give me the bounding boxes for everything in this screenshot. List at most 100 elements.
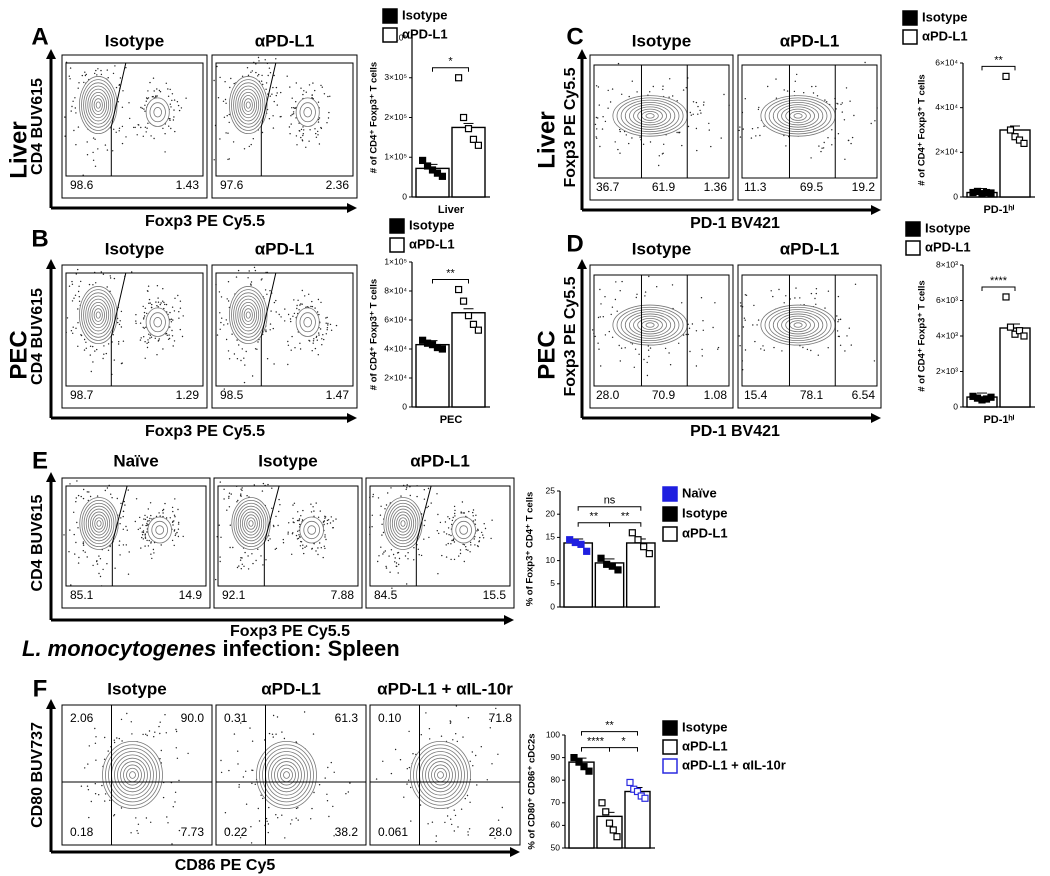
event-dot	[308, 340, 309, 341]
event-dot	[475, 519, 476, 520]
event-dot	[460, 553, 461, 554]
event-dot	[290, 318, 291, 319]
event-dot	[482, 534, 483, 535]
plot-title: Isotype	[258, 451, 318, 470]
event-dot	[297, 511, 298, 512]
data-point	[598, 555, 604, 561]
event-dot	[269, 290, 270, 291]
event-dot	[167, 335, 168, 336]
data-point	[470, 321, 476, 327]
event-dot	[708, 123, 709, 124]
event-dot	[383, 532, 384, 533]
event-dot	[410, 495, 411, 496]
event-dot	[450, 819, 451, 820]
event-dot	[111, 497, 112, 498]
data-point	[615, 567, 621, 573]
event-dot	[745, 349, 746, 350]
event-dot	[128, 574, 129, 575]
gate-frequency: 2.36	[326, 178, 350, 192]
event-dot	[397, 552, 398, 553]
event-dot	[220, 537, 221, 538]
event-dot	[151, 337, 152, 338]
event-dot	[177, 758, 178, 759]
event-dot	[312, 506, 313, 507]
event-dot	[260, 795, 261, 796]
event-dot	[296, 808, 297, 809]
event-dot	[612, 337, 613, 338]
event-dot	[848, 140, 849, 141]
gate-frequency: 11.3	[744, 180, 767, 194]
event-dot	[380, 547, 381, 548]
event-dot	[478, 546, 479, 547]
event-dot	[164, 133, 165, 134]
event-dot	[245, 771, 246, 772]
event-dot	[178, 522, 179, 523]
event-dot	[96, 561, 97, 562]
event-dot	[644, 295, 645, 296]
event-dot	[291, 819, 292, 820]
event-dot	[120, 77, 121, 78]
event-dot	[605, 121, 606, 122]
event-dot	[177, 101, 178, 102]
event-dot	[149, 730, 150, 731]
event-dot	[118, 343, 119, 344]
event-dot	[174, 515, 175, 516]
event-dot	[289, 126, 290, 127]
event-dot	[147, 90, 148, 91]
event-dot	[94, 350, 95, 351]
event-dot	[268, 823, 269, 824]
event-dot	[143, 532, 144, 533]
event-dot	[164, 304, 165, 305]
event-dot	[147, 339, 148, 340]
event-dot	[772, 296, 773, 297]
y-tick-label: 60	[551, 820, 561, 830]
event-dot	[289, 133, 290, 134]
gate-frequency: 1.29	[176, 388, 200, 402]
event-dot	[144, 105, 145, 106]
significance-label: ****	[990, 275, 1008, 287]
event-dot	[219, 77, 220, 78]
event-dot	[148, 334, 149, 335]
event-dot	[650, 347, 651, 348]
event-dot	[319, 117, 320, 118]
event-dot	[174, 298, 175, 299]
event-dot	[213, 80, 214, 81]
event-dot	[320, 328, 321, 329]
event-dot	[171, 319, 172, 320]
legend-swatch	[663, 507, 677, 521]
event-dot	[178, 780, 179, 781]
event-dot	[756, 324, 757, 325]
event-dot	[279, 314, 280, 315]
event-dot	[92, 152, 93, 153]
event-dot	[688, 334, 689, 335]
event-dot	[160, 91, 161, 92]
event-dot	[326, 323, 327, 324]
event-dot	[150, 515, 151, 516]
event-dot	[773, 347, 774, 348]
event-dot	[647, 375, 648, 376]
event-dot	[678, 343, 679, 344]
event-dot	[464, 544, 465, 545]
event-dot	[315, 133, 316, 134]
event-dot	[386, 567, 387, 568]
event-dot	[778, 289, 779, 290]
event-dot	[291, 554, 292, 555]
event-dot	[70, 67, 71, 68]
event-dot	[113, 129, 114, 130]
event-dot	[317, 340, 318, 341]
event-dot	[107, 286, 108, 287]
event-dot	[225, 132, 226, 133]
event-dot	[689, 328, 690, 329]
event-dot	[242, 487, 243, 488]
event-dot	[291, 336, 292, 337]
event-dot	[475, 515, 476, 516]
event-dot	[672, 95, 673, 96]
event-dot	[472, 512, 473, 513]
y-tick-label: 4×10⁴	[935, 102, 958, 112]
legend-label: Isotype	[682, 505, 728, 520]
event-dot	[248, 75, 249, 76]
event-dot	[93, 137, 94, 138]
event-dot	[758, 107, 759, 108]
event-dot	[400, 759, 401, 760]
event-dot	[266, 821, 267, 822]
